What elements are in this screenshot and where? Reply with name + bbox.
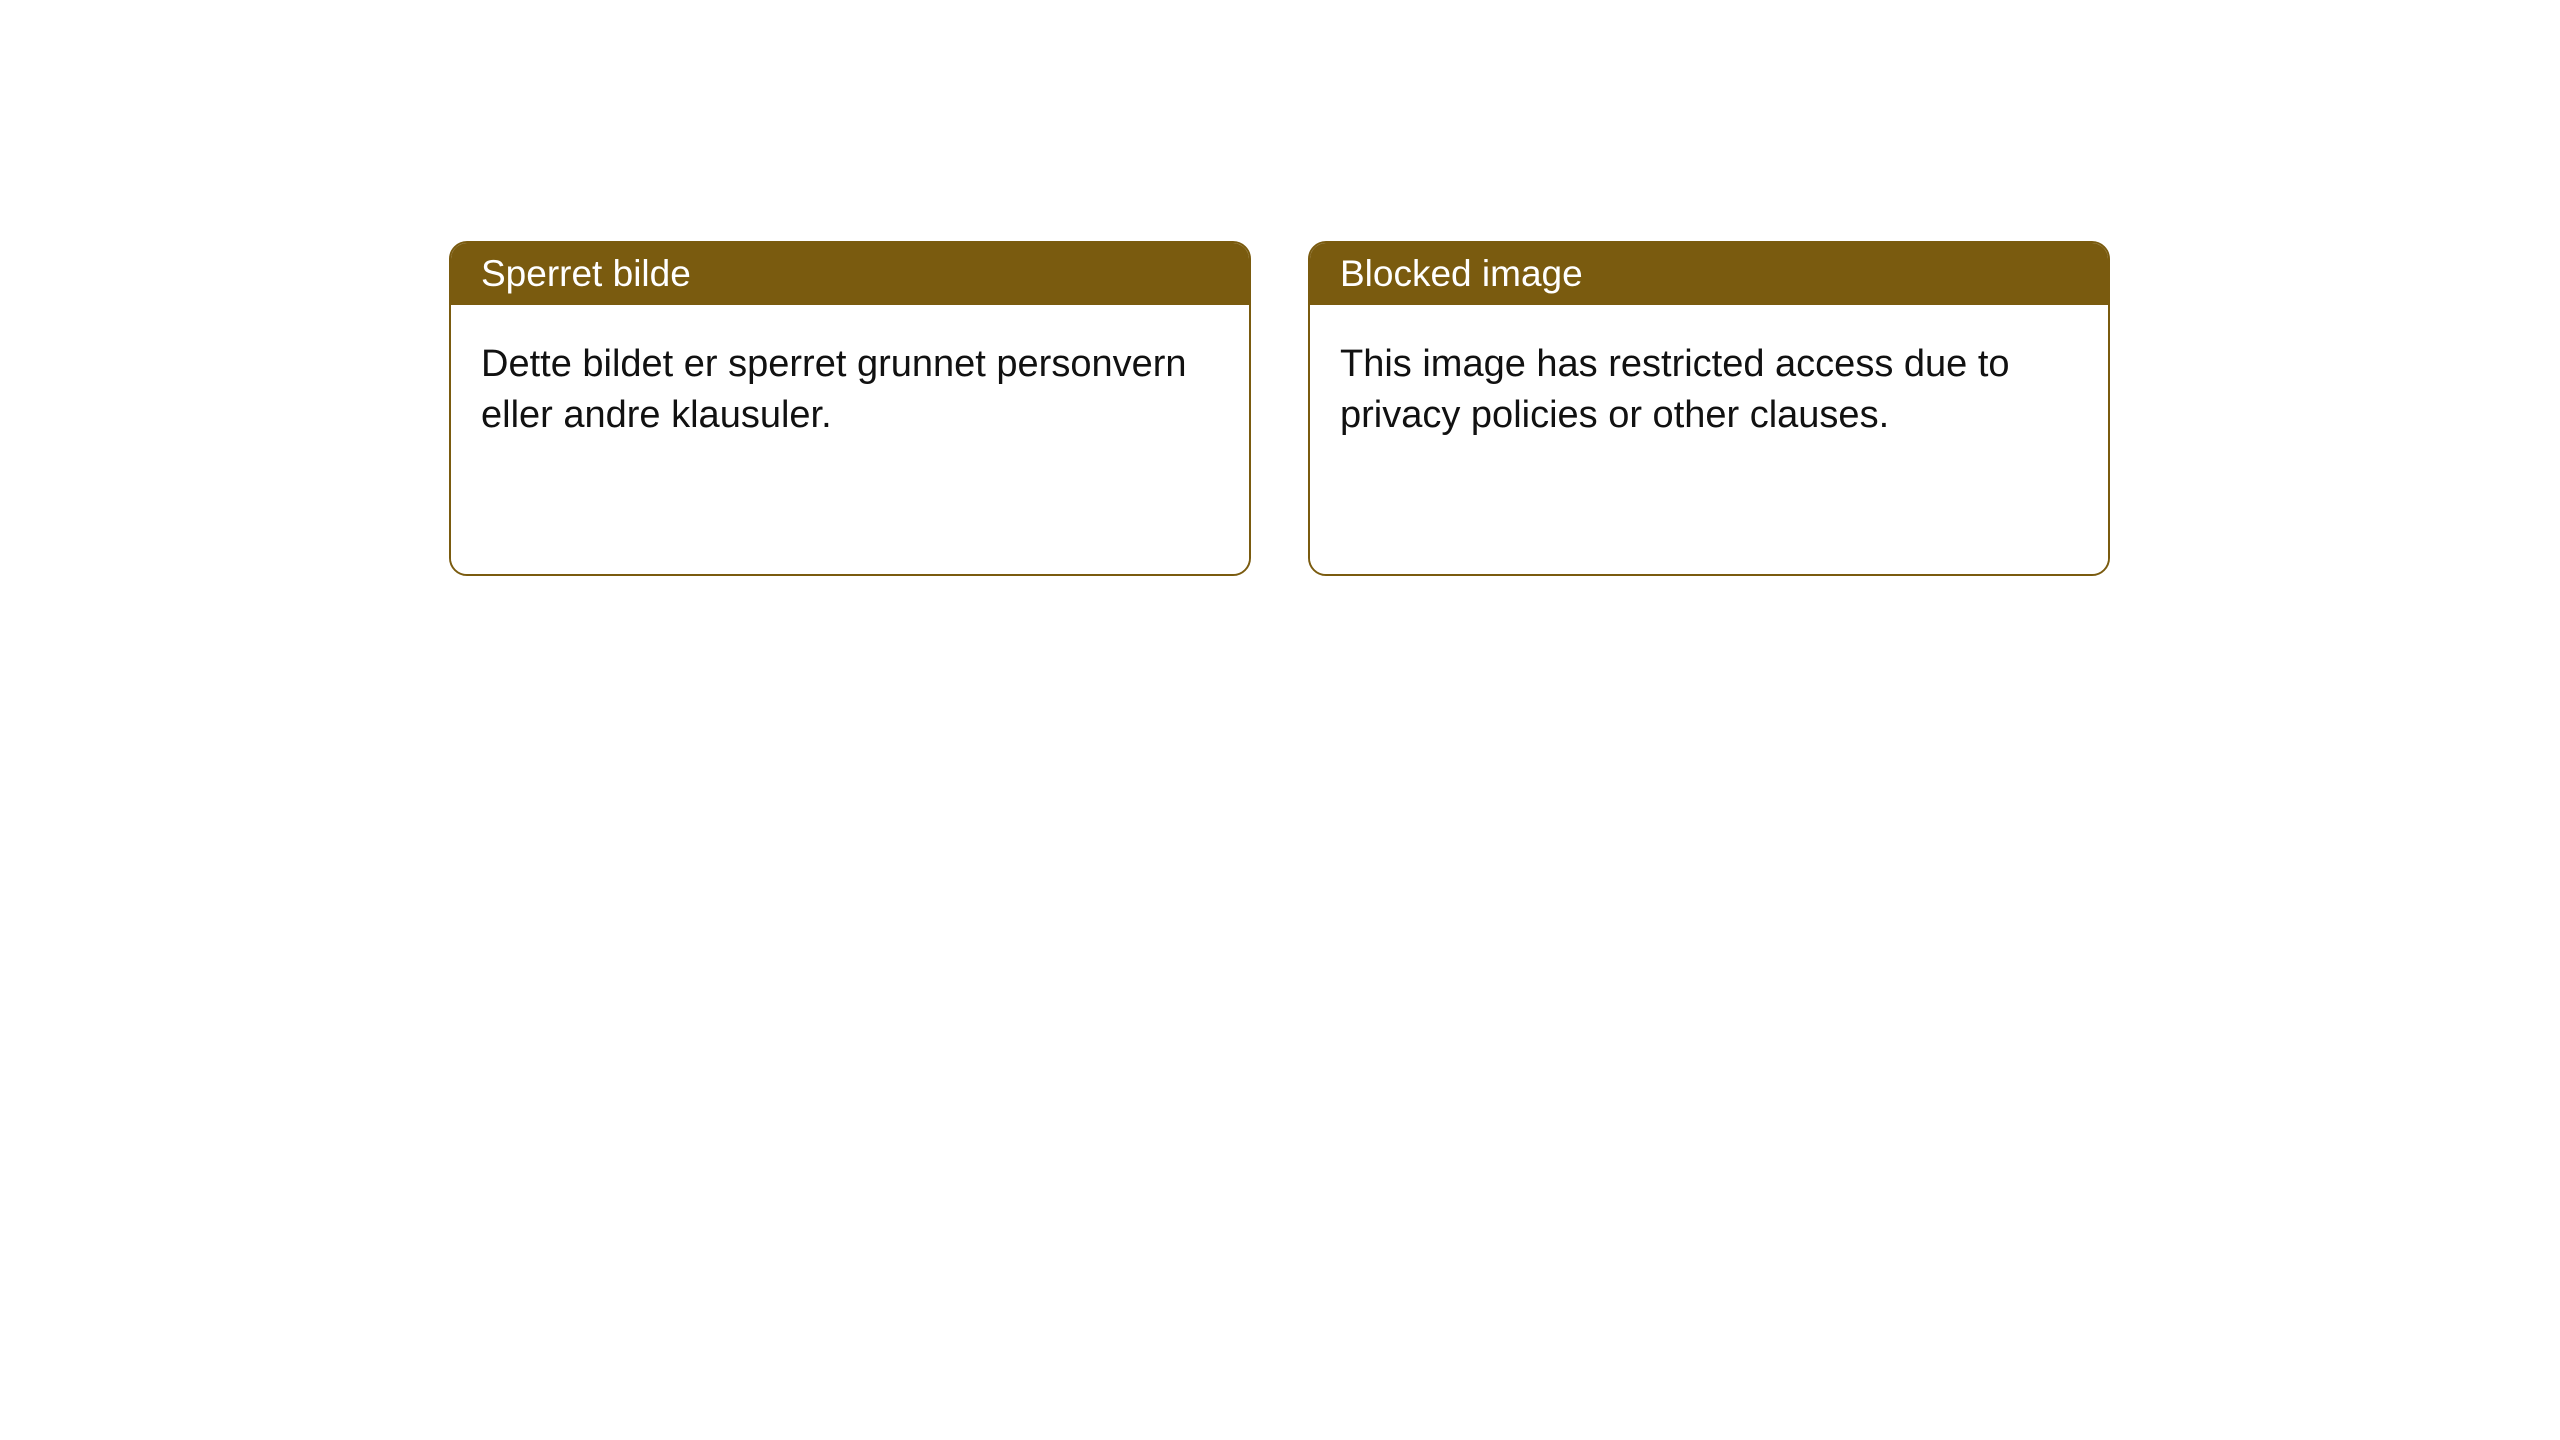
notice-container: Sperret bilde Dette bildet er sperret gr… [449,241,2110,576]
card-body-text: Dette bildet er sperret grunnet personve… [481,343,1187,436]
card-header: Sperret bilde [451,243,1249,305]
card-title: Sperret bilde [481,253,691,294]
card-body: This image has restricted access due to … [1310,305,2108,574]
card-body: Dette bildet er sperret grunnet personve… [451,305,1249,574]
blocked-image-card-english: Blocked image This image has restricted … [1308,241,2110,576]
card-title: Blocked image [1340,253,1583,294]
blocked-image-card-norwegian: Sperret bilde Dette bildet er sperret gr… [449,241,1251,576]
card-header: Blocked image [1310,243,2108,305]
card-body-text: This image has restricted access due to … [1340,343,2010,436]
